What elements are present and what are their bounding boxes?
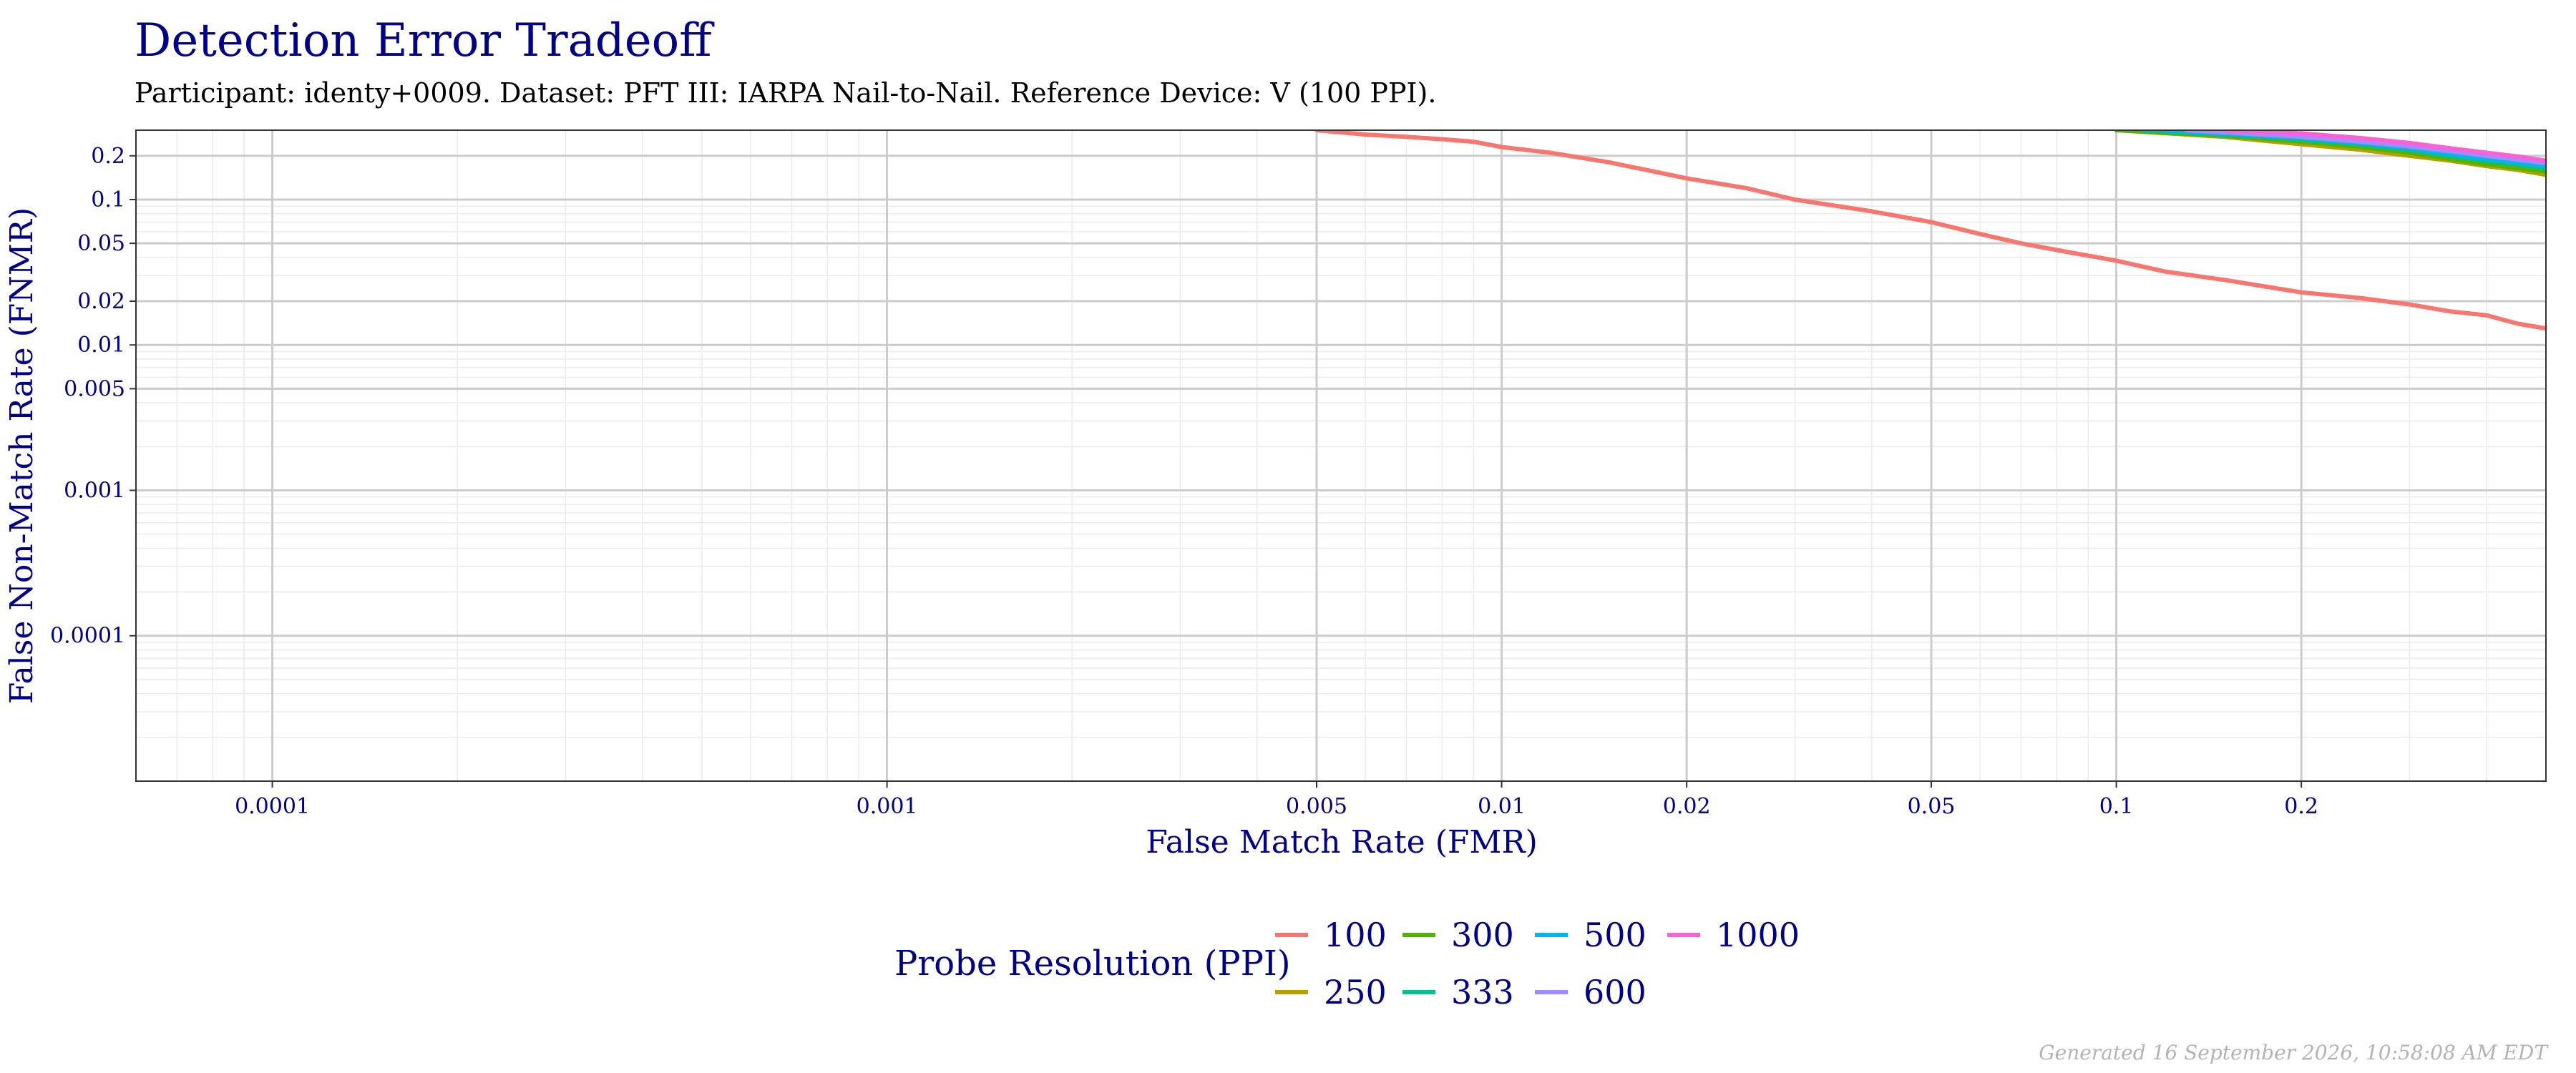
y-tick-label: 0.05 bbox=[77, 231, 125, 256]
generated-timestamp: Generated 16 September 2026, 10:58:08 AM… bbox=[2039, 1041, 2549, 1064]
legend-label-333: 333 bbox=[1451, 973, 1514, 1011]
y-tick-label: 0.1 bbox=[91, 187, 125, 212]
y-axis-ticks: 0.2 0.1 0.05 0.02 0.01 0.005 0.001 0.0001 bbox=[50, 144, 136, 649]
minor-gridlines bbox=[135, 130, 2546, 781]
legend-label-250: 250 bbox=[1324, 973, 1387, 1011]
y-tick-label: 0.2 bbox=[91, 144, 125, 169]
x-tick-label: 0.05 bbox=[1908, 794, 1956, 819]
x-tick-label: 0.001 bbox=[857, 794, 918, 819]
chart-subtitle: Participant: identy+0009. Dataset: PFT I… bbox=[135, 77, 1436, 109]
series-lines bbox=[1314, 130, 2546, 331]
legend-title: Probe Resolution (PPI) bbox=[894, 944, 1291, 984]
legend-label-1000: 1000 bbox=[1716, 916, 1800, 954]
legend-label-600: 600 bbox=[1584, 973, 1646, 1011]
legend-label-500: 500 bbox=[1584, 916, 1646, 954]
series-line-1000 bbox=[2222, 130, 2546, 163]
series-line-100 bbox=[1314, 130, 2546, 331]
x-tick-label: 0.02 bbox=[1663, 794, 1711, 819]
major-gridlines bbox=[136, 130, 2546, 781]
x-tick-label: 0.2 bbox=[2284, 794, 2318, 819]
chart-title: Detection Error Tradeoff bbox=[135, 14, 715, 67]
y-axis-title: False Non-Match Rate (FNMR) bbox=[4, 207, 40, 704]
y-tick-label: 0.005 bbox=[64, 376, 125, 401]
legend-label-300: 300 bbox=[1451, 916, 1514, 954]
x-axis-ticks: 0.0001 0.001 0.005 0.01 0.02 0.05 0.1 0.2 bbox=[235, 781, 2318, 819]
x-tick-label: 0.01 bbox=[1478, 794, 1526, 819]
x-tick-label: 0.0001 bbox=[235, 794, 310, 819]
x-tick-label: 0.005 bbox=[1286, 794, 1347, 819]
series-line-600 bbox=[2184, 130, 2546, 166]
x-axis-title: False Match Rate (FMR) bbox=[1146, 824, 1538, 861]
y-tick-label: 0.02 bbox=[77, 289, 125, 314]
y-tick-label: 0.0001 bbox=[50, 624, 125, 649]
plot-frame bbox=[135, 129, 2547, 782]
y-tick-label: 0.001 bbox=[64, 478, 125, 503]
legend: 100 250 300 333 500 600 1000 bbox=[1275, 916, 1800, 1011]
x-tick-label: 0.1 bbox=[2099, 794, 2134, 819]
y-tick-label: 0.01 bbox=[77, 333, 125, 358]
legend-label-100: 100 bbox=[1324, 916, 1387, 954]
